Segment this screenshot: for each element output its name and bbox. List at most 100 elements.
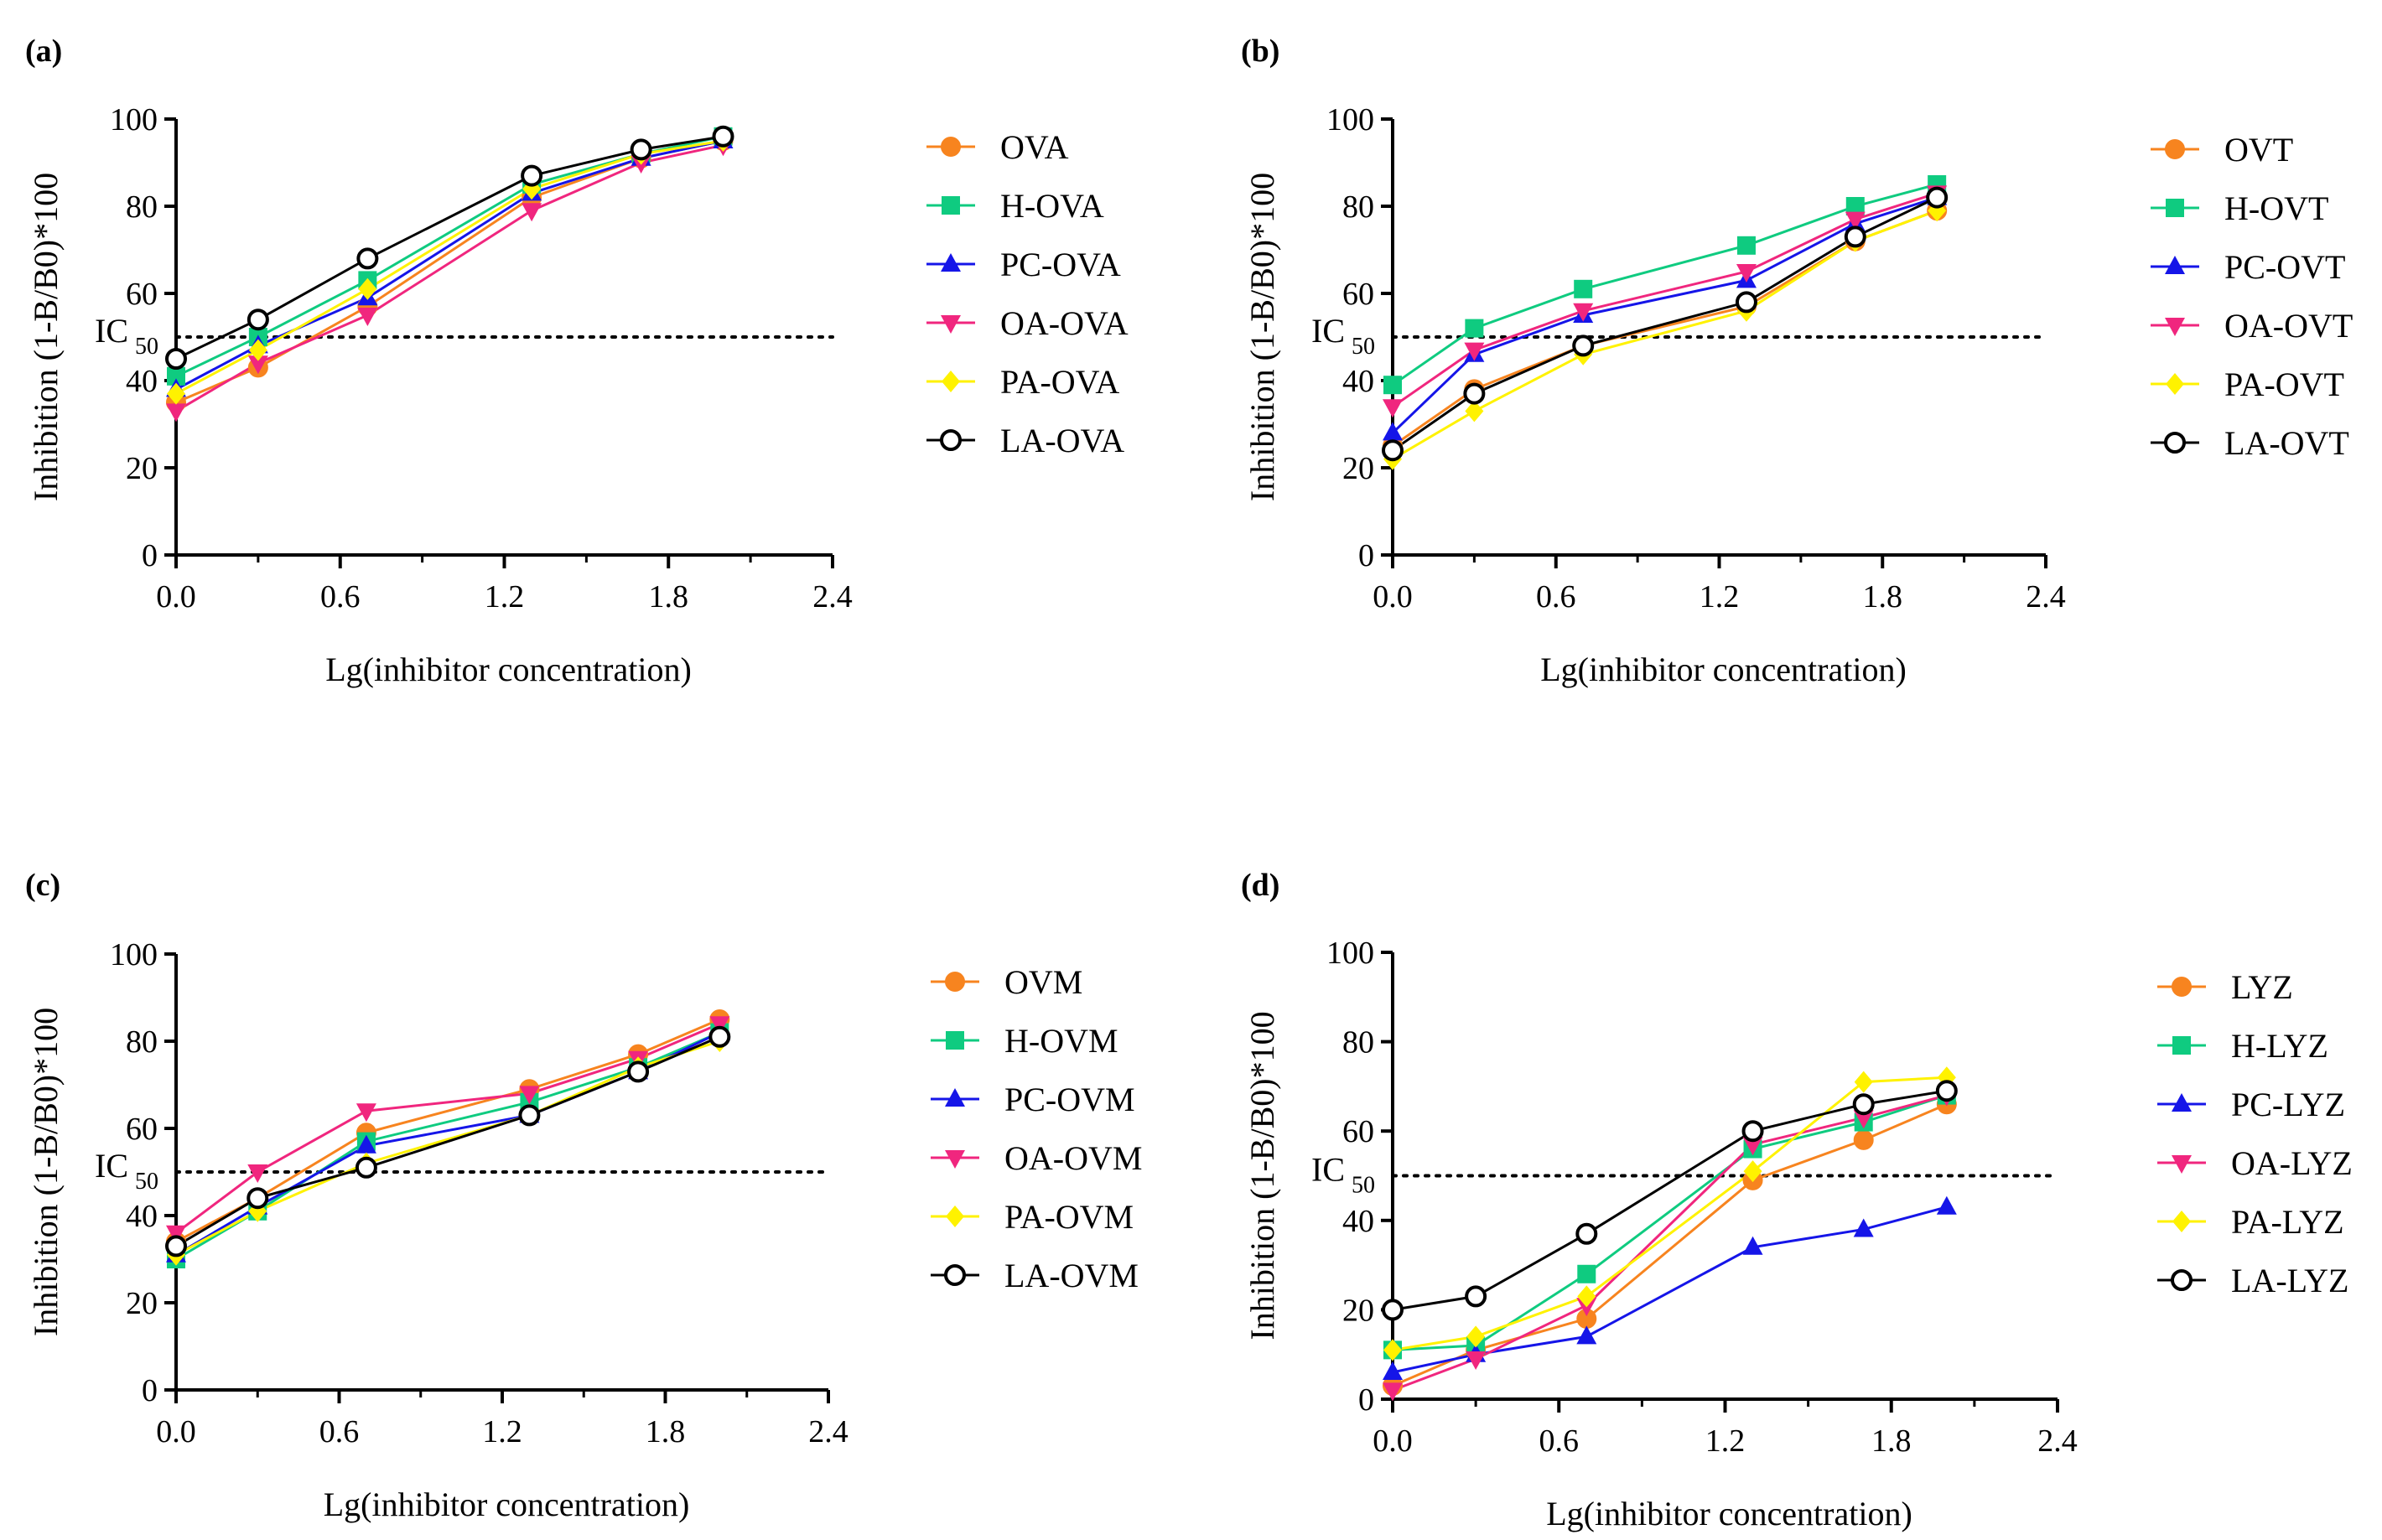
y-tick-label: 80 bbox=[1342, 1025, 1374, 1060]
data-point-pc-ovm bbox=[355, 1134, 376, 1154]
legend-label-la-ova: LA-OVA bbox=[1000, 422, 1124, 459]
data-point-oa-ova bbox=[357, 308, 378, 326]
data-point-lyz bbox=[1853, 1129, 1874, 1150]
data-point-h-lyz bbox=[1577, 1264, 1596, 1283]
y-tick-label: 0 bbox=[142, 538, 158, 573]
data-point-la-ova bbox=[712, 125, 734, 148]
data-point-la-lyz bbox=[1935, 1080, 1958, 1102]
x-tick-label: 2.4 bbox=[808, 1414, 848, 1449]
y-tick-label: 40 bbox=[1342, 1204, 1374, 1239]
series-line-pa-ova bbox=[175, 139, 724, 395]
panels: (a) 0 20 40 60 80 100 0.0 0.6 1.2 1.8 2.4 Lg(inhibit… bbox=[25, 34, 2353, 1532]
legend-label-oa-ovm: OA-OVM bbox=[1004, 1139, 1142, 1177]
chart-panel-2: (b) 0 20 40 60 80 100 0.0 0.6 1.2 1.8 2.4 Lg(inhibit… bbox=[1241, 34, 2353, 688]
x-axis-title: Lg(inhibitor concentration) bbox=[325, 651, 692, 688]
data-point-la-ovt bbox=[1382, 439, 1404, 462]
series-line-la-lyz bbox=[1392, 1089, 1948, 1311]
data-point-la-ovm bbox=[165, 1235, 187, 1257]
y-tick-label: 80 bbox=[1342, 189, 1374, 225]
series-line-pc-ovt bbox=[1391, 196, 1938, 434]
legend-marker-oa-ovt bbox=[2165, 318, 2185, 336]
data-point-oa-lyz bbox=[1853, 1110, 1874, 1129]
data-point-pc-lyz bbox=[1742, 1236, 1763, 1255]
legend-label-pc-ova: PC-OVA bbox=[1000, 246, 1121, 283]
series-line-pc-lyz bbox=[1392, 1206, 1948, 1374]
data-point-la-ovm bbox=[708, 1025, 731, 1048]
panel-label: (a) bbox=[25, 34, 62, 69]
x-tick-label: 2.4 bbox=[2037, 1423, 2078, 1459]
y-tick-label: 20 bbox=[1342, 1293, 1374, 1328]
series-line-h-lyz bbox=[1392, 1094, 1948, 1351]
series-line-h-ovt bbox=[1392, 183, 1938, 386]
y-tick-label: 60 bbox=[126, 1112, 158, 1147]
legend-marker-oa-ovm bbox=[945, 1150, 965, 1169]
legend-label-h-lyz: H-LYZ bbox=[2231, 1027, 2328, 1065]
data-point-oa-ovt bbox=[1736, 264, 1757, 283]
y-tick-label: 20 bbox=[126, 1286, 158, 1321]
legend-marker-pc-lyz bbox=[2172, 1093, 2192, 1112]
ic50-label: IC bbox=[1311, 312, 1345, 350]
data-point-oa-ovm bbox=[166, 1225, 186, 1244]
data-point-oa-ovm bbox=[519, 1086, 540, 1105]
series-line-oa-ovm bbox=[175, 1022, 720, 1235]
data-point-pa-ova bbox=[358, 277, 377, 300]
series-line-oa-ova bbox=[175, 143, 724, 412]
ic50-subscript: 50 bbox=[135, 334, 158, 360]
data-point-oa-ovm bbox=[709, 1016, 730, 1035]
x-tick-label: 0.0 bbox=[1373, 579, 1413, 614]
x-tick-label: 1.2 bbox=[485, 579, 525, 614]
data-point-oa-ova bbox=[166, 403, 186, 423]
ic50-label: IC bbox=[95, 1147, 128, 1185]
legend-label-pa-ovt: PA-OVT bbox=[2224, 366, 2344, 403]
x-tick-label: 0.6 bbox=[1539, 1423, 1580, 1459]
data-point-la-ovt bbox=[1735, 291, 1757, 314]
data-point-pa-ova bbox=[167, 382, 185, 405]
legend-label-la-ovt: LA-OVT bbox=[2224, 424, 2349, 462]
data-point-la-ova bbox=[165, 348, 187, 370]
data-point-h-ovt bbox=[1383, 376, 1402, 395]
legend-marker-lyz bbox=[2172, 977, 2192, 997]
legend-marker-h-ovt bbox=[2166, 199, 2184, 217]
panel-label: (d) bbox=[1241, 868, 1279, 903]
ic50-subscript: 50 bbox=[1352, 334, 1375, 360]
legend-label-h-ovm: H-OVM bbox=[1004, 1022, 1118, 1060]
legend-marker-oa-ova bbox=[941, 315, 961, 334]
data-point-oa-ovt bbox=[1845, 211, 1866, 231]
x-tick-label: 1.2 bbox=[482, 1414, 522, 1449]
legend-marker-ovm bbox=[945, 972, 965, 992]
data-point-la-ovm bbox=[518, 1104, 541, 1127]
data-point-la-ova bbox=[630, 138, 652, 161]
legend-label-ova: OVA bbox=[1000, 128, 1069, 166]
data-point-pa-ova bbox=[248, 339, 267, 361]
data-point-oa-lyz bbox=[1466, 1351, 1487, 1371]
legend-marker-h-ovm bbox=[946, 1031, 964, 1050]
data-point-la-ova bbox=[356, 247, 379, 270]
y-tick-label: 40 bbox=[126, 364, 158, 399]
y-axis-title: Inhibition (1-B/B0)*100 bbox=[27, 1008, 65, 1336]
x-tick-label: 1.8 bbox=[646, 1414, 686, 1449]
legend-label-oa-ova: OA-OVA bbox=[1000, 304, 1129, 342]
data-point-oa-ovm bbox=[355, 1103, 376, 1123]
x-tick-label: 0.0 bbox=[1373, 1423, 1413, 1459]
data-point-oa-lyz bbox=[1383, 1382, 1403, 1402]
chart-panel-3: (c) 0 20 40 60 80 100 0.0 0.6 1.2 1.8 2.4 Lg(inhibit… bbox=[25, 868, 1142, 1523]
data-point-pc-lyz bbox=[1383, 1361, 1403, 1381]
y-tick-label: 0 bbox=[1358, 1382, 1374, 1418]
legend-label-h-ova: H-OVA bbox=[1000, 187, 1104, 225]
x-tick-label: 0.6 bbox=[320, 579, 361, 614]
legend-marker-la-ovm bbox=[944, 1264, 966, 1286]
y-tick-label: 20 bbox=[126, 451, 158, 486]
y-tick-label: 100 bbox=[1326, 102, 1374, 137]
data-point-pc-lyz bbox=[1936, 1195, 1957, 1215]
series-line-pa-ovm bbox=[175, 1040, 720, 1257]
legend-marker-pc-ovm bbox=[945, 1088, 965, 1107]
data-point-pa-lyz bbox=[1577, 1285, 1596, 1308]
data-point-la-ovt bbox=[1463, 382, 1486, 405]
ic50-label: IC bbox=[95, 312, 128, 350]
data-point-oa-lyz bbox=[1742, 1137, 1763, 1156]
series-line-la-ovm bbox=[175, 1035, 720, 1247]
y-tick-label: 0 bbox=[142, 1373, 158, 1408]
data-point-oa-ova bbox=[522, 203, 542, 222]
series-line-pa-ovt bbox=[1392, 209, 1938, 460]
data-point-pc-lyz bbox=[1853, 1218, 1874, 1237]
